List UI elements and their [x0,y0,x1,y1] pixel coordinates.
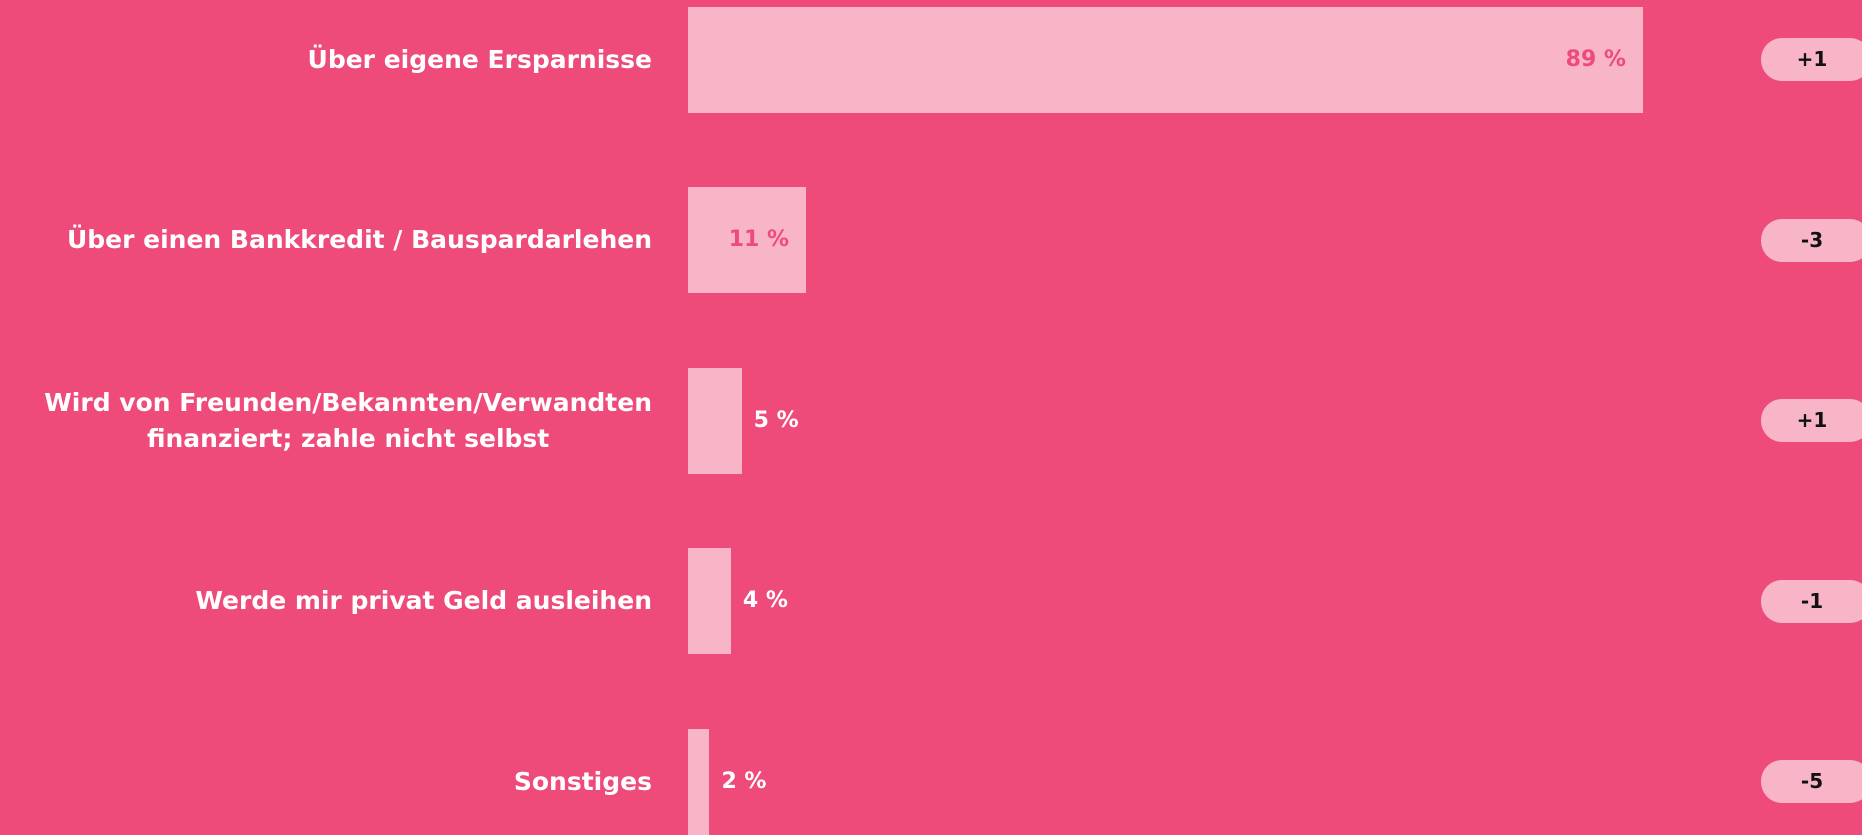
category-label: Über eigene Ersparnisse [308,10,652,110]
category-label: Werde mir privat Geld ausleihen [195,551,652,651]
category-text: Werde mir privat Geld ausleihen [195,586,652,615]
bar [688,367,742,474]
value-label: 2 % [721,768,767,794]
change-label: +1 [1796,47,1828,71]
change-pill: -1 [1761,579,1862,623]
category-text: Wird von Freunden/Bekannten/Verwandten f… [44,387,652,453]
bar [688,187,807,293]
category-label: Wird von Freunden/Bekannten/Verwandten f… [44,371,652,471]
value-label: 89 % [1565,46,1626,72]
value-label: 5 % [753,407,799,433]
bar [688,548,731,654]
bar [688,6,1643,113]
change-pill: +1 [1761,399,1862,442]
category-label: Über einen Bankkredit / Bauspardarlehen [67,190,652,290]
change-pill: +1 [1761,38,1862,81]
value-label: 4 % [742,588,788,613]
change-label: -3 [1800,227,1824,252]
category-text: Sonstiges [513,766,652,796]
change-pill: -5 [1761,760,1862,803]
change-pill: -3 [1761,218,1862,262]
category-text: Über einen Bankkredit / Bauspardarlehen [66,225,652,254]
change-label: +1 [1796,408,1828,432]
change-label: -5 [1800,769,1824,793]
bar [688,728,710,835]
change-label: -1 [1800,588,1824,613]
category-label: Sonstiges [514,732,652,832]
category-text: Über eigene Ersparnisse [307,44,652,74]
value-label: 11 % [728,227,790,252]
